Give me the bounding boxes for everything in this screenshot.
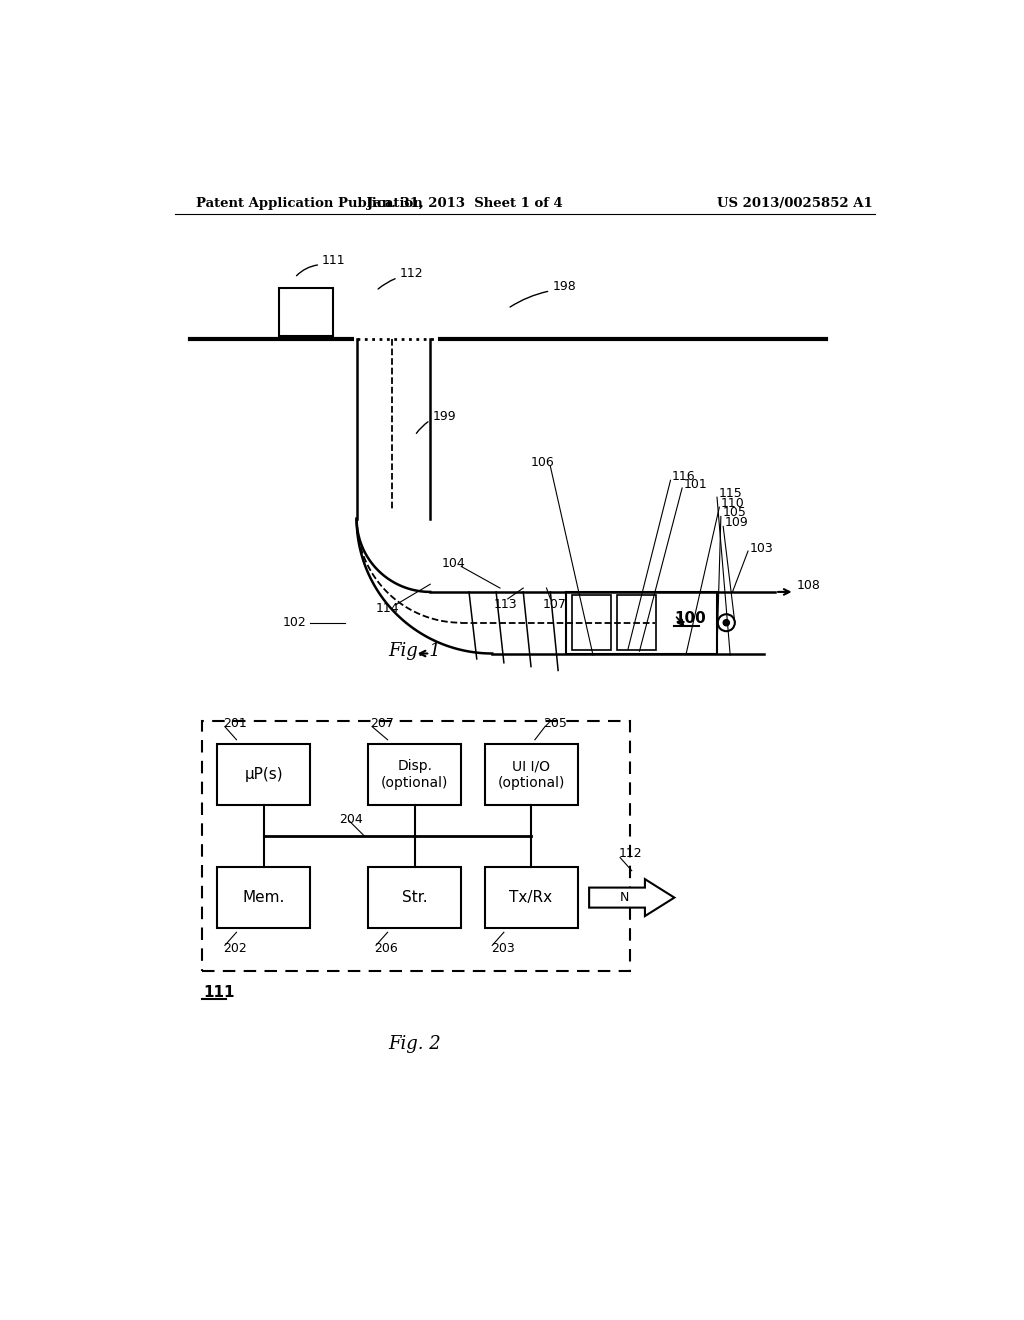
Bar (369, 867, 461, 928)
Bar (217, 743, 310, 805)
Text: 100: 100 (675, 611, 707, 627)
Text: 105: 105 (722, 506, 746, 519)
Text: 115: 115 (719, 487, 742, 500)
Text: Fig. 1: Fig. 1 (388, 643, 441, 660)
Polygon shape (589, 879, 675, 916)
Text: Str.: Str. (402, 890, 428, 906)
Text: 107: 107 (543, 598, 566, 611)
Bar (280, 288, 334, 335)
Text: Mem.: Mem. (243, 890, 285, 906)
Text: 108: 108 (797, 579, 820, 593)
Text: 199: 199 (432, 409, 457, 422)
Text: Disp.
(optional): Disp. (optional) (381, 759, 449, 789)
Text: N: N (620, 891, 629, 904)
Text: 116: 116 (672, 470, 695, 483)
Text: 109: 109 (725, 516, 749, 529)
Text: 112: 112 (618, 847, 642, 861)
Bar (202, 721, 630, 970)
Text: μP(s): μP(s) (245, 767, 283, 781)
Text: 198: 198 (553, 280, 577, 293)
Bar (484, 867, 578, 928)
Text: 113: 113 (494, 598, 517, 611)
Text: 206: 206 (375, 942, 398, 954)
Text: UI I/O
(optional): UI I/O (optional) (498, 759, 564, 789)
Text: 204: 204 (339, 813, 362, 825)
Bar (617, 595, 655, 651)
Bar (484, 743, 578, 805)
Text: 205: 205 (544, 717, 567, 730)
Text: 201: 201 (223, 717, 247, 730)
Text: 101: 101 (684, 478, 708, 491)
Bar (572, 595, 611, 651)
Text: 203: 203 (490, 942, 514, 954)
Bar (566, 591, 717, 653)
Text: 207: 207 (371, 717, 394, 730)
Circle shape (723, 619, 729, 626)
Text: 110: 110 (721, 496, 744, 510)
Text: 103: 103 (750, 541, 773, 554)
Text: 111: 111 (322, 255, 345, 268)
Text: Patent Application Publication: Patent Application Publication (197, 197, 423, 210)
Text: 111: 111 (203, 985, 234, 999)
Text: 102: 102 (283, 616, 306, 630)
Text: 104: 104 (442, 557, 466, 570)
Text: 202: 202 (223, 942, 247, 954)
Bar (369, 743, 461, 805)
Text: Fig. 2: Fig. 2 (388, 1035, 441, 1053)
Text: Tx/Rx: Tx/Rx (509, 890, 553, 906)
Text: 106: 106 (531, 455, 555, 469)
Bar (217, 867, 310, 928)
Text: 114: 114 (376, 602, 399, 615)
Text: US 2013/0025852 A1: US 2013/0025852 A1 (717, 197, 872, 210)
Text: 112: 112 (399, 268, 423, 280)
Text: Jan. 31, 2013  Sheet 1 of 4: Jan. 31, 2013 Sheet 1 of 4 (368, 197, 563, 210)
